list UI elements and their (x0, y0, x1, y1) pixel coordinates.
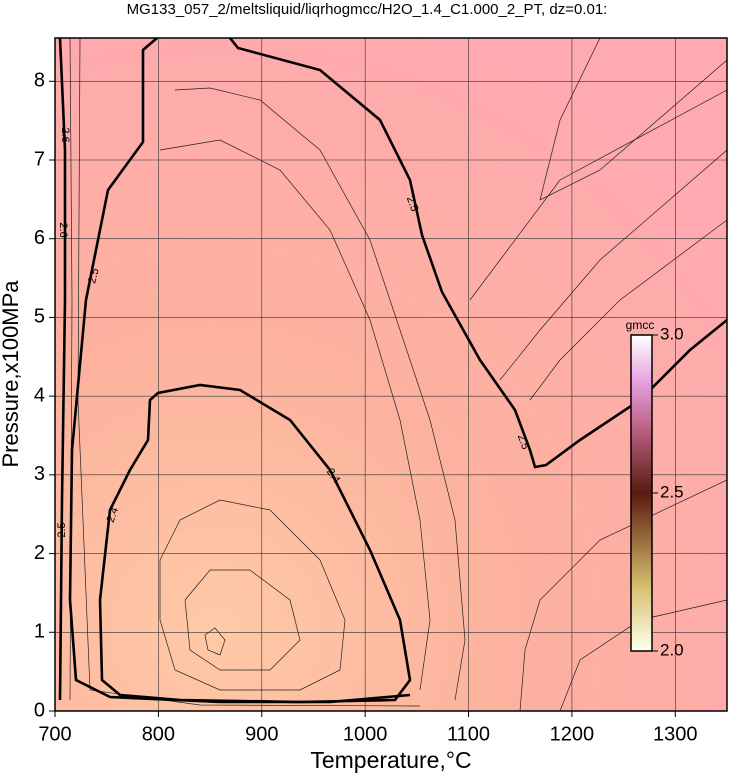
x-tick-label: 800 (142, 723, 175, 745)
contour-label: 2.6 (57, 222, 69, 237)
chart-title: MG133_057_2/meltsliquid/liqrhogmcc/H2O_1… (127, 1, 608, 18)
contour-label: 2.4 (105, 506, 122, 524)
ticks: 700 800 900 1000 1100 1200 1300 0 1 2 3 4 5 6 7 8 2.0 2.5… (34, 70, 698, 746)
x-tick-label: 900 (245, 723, 278, 745)
contour-line (539, 38, 727, 201)
y-tick-label: 6 (34, 227, 45, 249)
contour-label: 2.5 (56, 522, 68, 537)
y-tick-label: 7 (34, 148, 45, 170)
contour-line (184, 569, 301, 671)
contour-label: 2.5 (515, 433, 532, 451)
y-tick-label: 8 (34, 70, 45, 92)
contour-2-4 (98, 383, 412, 704)
y-tick-label: 2 (34, 542, 45, 564)
x-tick-label: 1200 (550, 723, 595, 745)
y-tick-label: 0 (34, 699, 45, 721)
contour-line (159, 139, 431, 691)
x-tick-label: 700 (38, 723, 71, 745)
colorbar-label: gmcc (626, 318, 655, 332)
contour-line (469, 89, 727, 301)
x-tick-label: 1100 (447, 723, 490, 745)
contour-line (77, 38, 421, 707)
colorbar-tick-label: 2.0 (660, 640, 684, 659)
plot-frame (54, 37, 728, 712)
plot-background (55, 38, 727, 711)
colorbar (630, 334, 653, 652)
x-tick-label: 1000 (343, 723, 388, 745)
contour-line (204, 627, 226, 656)
y-tick-label: 3 (34, 463, 45, 485)
contour-line (159, 499, 346, 691)
colorbar-tick-label: 2.5 (660, 482, 684, 501)
contour-label: 2.6 (59, 127, 71, 142)
contours (58, 38, 727, 711)
y-axis-label: Pressure,x100MPa (0, 280, 23, 468)
y-tick-label: 1 (34, 621, 45, 643)
colorbar-tick-label: 3.0 (660, 324, 684, 343)
contour-line (499, 149, 727, 381)
contour-line (529, 219, 727, 401)
grid (54, 38, 727, 712)
x-axis-label: Temperature,°C (310, 747, 471, 773)
contour-label: 2.5 (86, 267, 102, 285)
contour-label: 2.5 (404, 195, 421, 213)
x-tick-label: 1300 (653, 723, 698, 745)
contour-2-6 (58, 38, 67, 701)
contour-line (559, 599, 727, 711)
y-tick-label: 4 (34, 384, 45, 406)
contour-2-5 (228, 38, 727, 469)
contour-line (174, 87, 466, 701)
y-tick-label: 5 (34, 306, 45, 328)
